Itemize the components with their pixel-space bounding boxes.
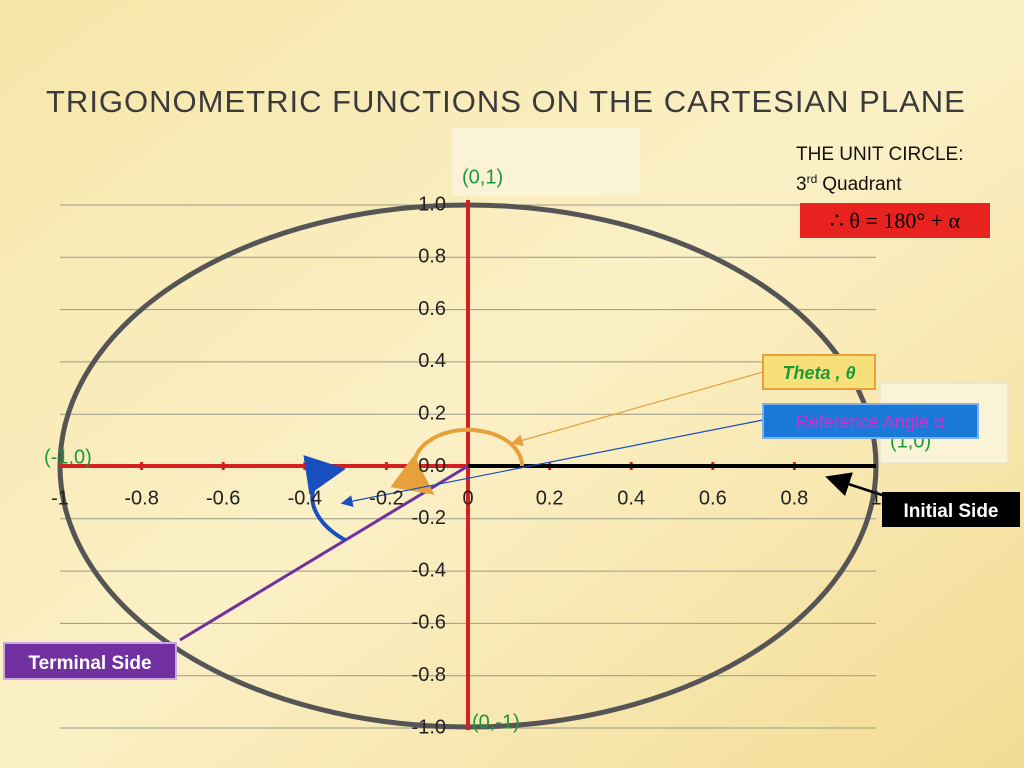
x-tick-label: -0.2	[369, 487, 403, 509]
point-label: (-1,0)	[44, 446, 92, 468]
ordinal: 3	[796, 174, 807, 195]
terminal-side-line	[179, 464, 469, 642]
initial-pointer	[825, 472, 883, 497]
y-tick-label: -0.4	[412, 559, 446, 581]
x-tick-label: 0.2	[536, 487, 564, 509]
point-label: (0,-1)	[472, 711, 520, 733]
note-heading: THE UNIT CIRCLE:	[796, 144, 964, 165]
formula-box	[800, 203, 990, 238]
reference-label: Reference Angle α	[796, 412, 945, 432]
x-tick-label: -0.4	[288, 487, 322, 509]
note-subheading: 3rd Quadrant	[796, 172, 902, 195]
terminal-label: Terminal Side	[28, 653, 151, 674]
y-tick-label: -0.8	[412, 664, 446, 686]
y-tick-label: 0.2	[418, 402, 446, 424]
initial-label: Initial Side	[903, 501, 998, 522]
y-tick-label: 1.0	[418, 193, 446, 215]
terminal-box	[3, 642, 177, 680]
x-tick-label: -1	[51, 487, 69, 509]
reference-pointer	[340, 419, 764, 508]
x-tick-label: 0	[462, 487, 473, 509]
tick-labels: 1.0 0.8 0.6 0.4 0.2 0.0 -0.2 -0.4 -0.6 -0.8 -1.0 -1…	[51, 193, 881, 738]
x-tick-label: 0.6	[699, 487, 727, 509]
y-tick-label: -0.6	[412, 612, 446, 634]
initial-box	[882, 492, 1020, 527]
slide-title: TRIGONOMETRIC FUNCTIONS ON THE CARTESIAN…	[46, 84, 966, 119]
y-tick-label: -1.0	[412, 716, 446, 738]
theta-arc	[390, 427, 525, 495]
y-tick-label: 0.4	[418, 350, 446, 372]
formula: ∴ θ = 180° + α	[830, 208, 961, 233]
y-tick-label: 0.0	[418, 455, 446, 477]
y-tick-label: 0.6	[418, 298, 446, 320]
y-tick-label: -0.2	[412, 507, 446, 529]
reference-box	[762, 403, 979, 439]
x-tick-label: -0.8	[124, 487, 158, 509]
theta-box	[762, 354, 876, 390]
label-backdrop	[452, 128, 640, 196]
x-tick-label: 0.4	[617, 487, 645, 509]
point-label: (0,1)	[462, 166, 503, 188]
x-tick-label: 0.8	[780, 487, 808, 509]
y-tick-label: 0.8	[418, 246, 446, 268]
x-tick-label: -0.6	[206, 487, 240, 509]
reference-arc	[303, 455, 346, 542]
theta-label: Theta , θ	[782, 363, 855, 383]
x-tick-label: 1	[870, 487, 881, 509]
quadrant: Quadrant	[822, 174, 902, 195]
ordinal-suffix: rd	[807, 172, 818, 186]
theta-pointer	[510, 371, 764, 447]
